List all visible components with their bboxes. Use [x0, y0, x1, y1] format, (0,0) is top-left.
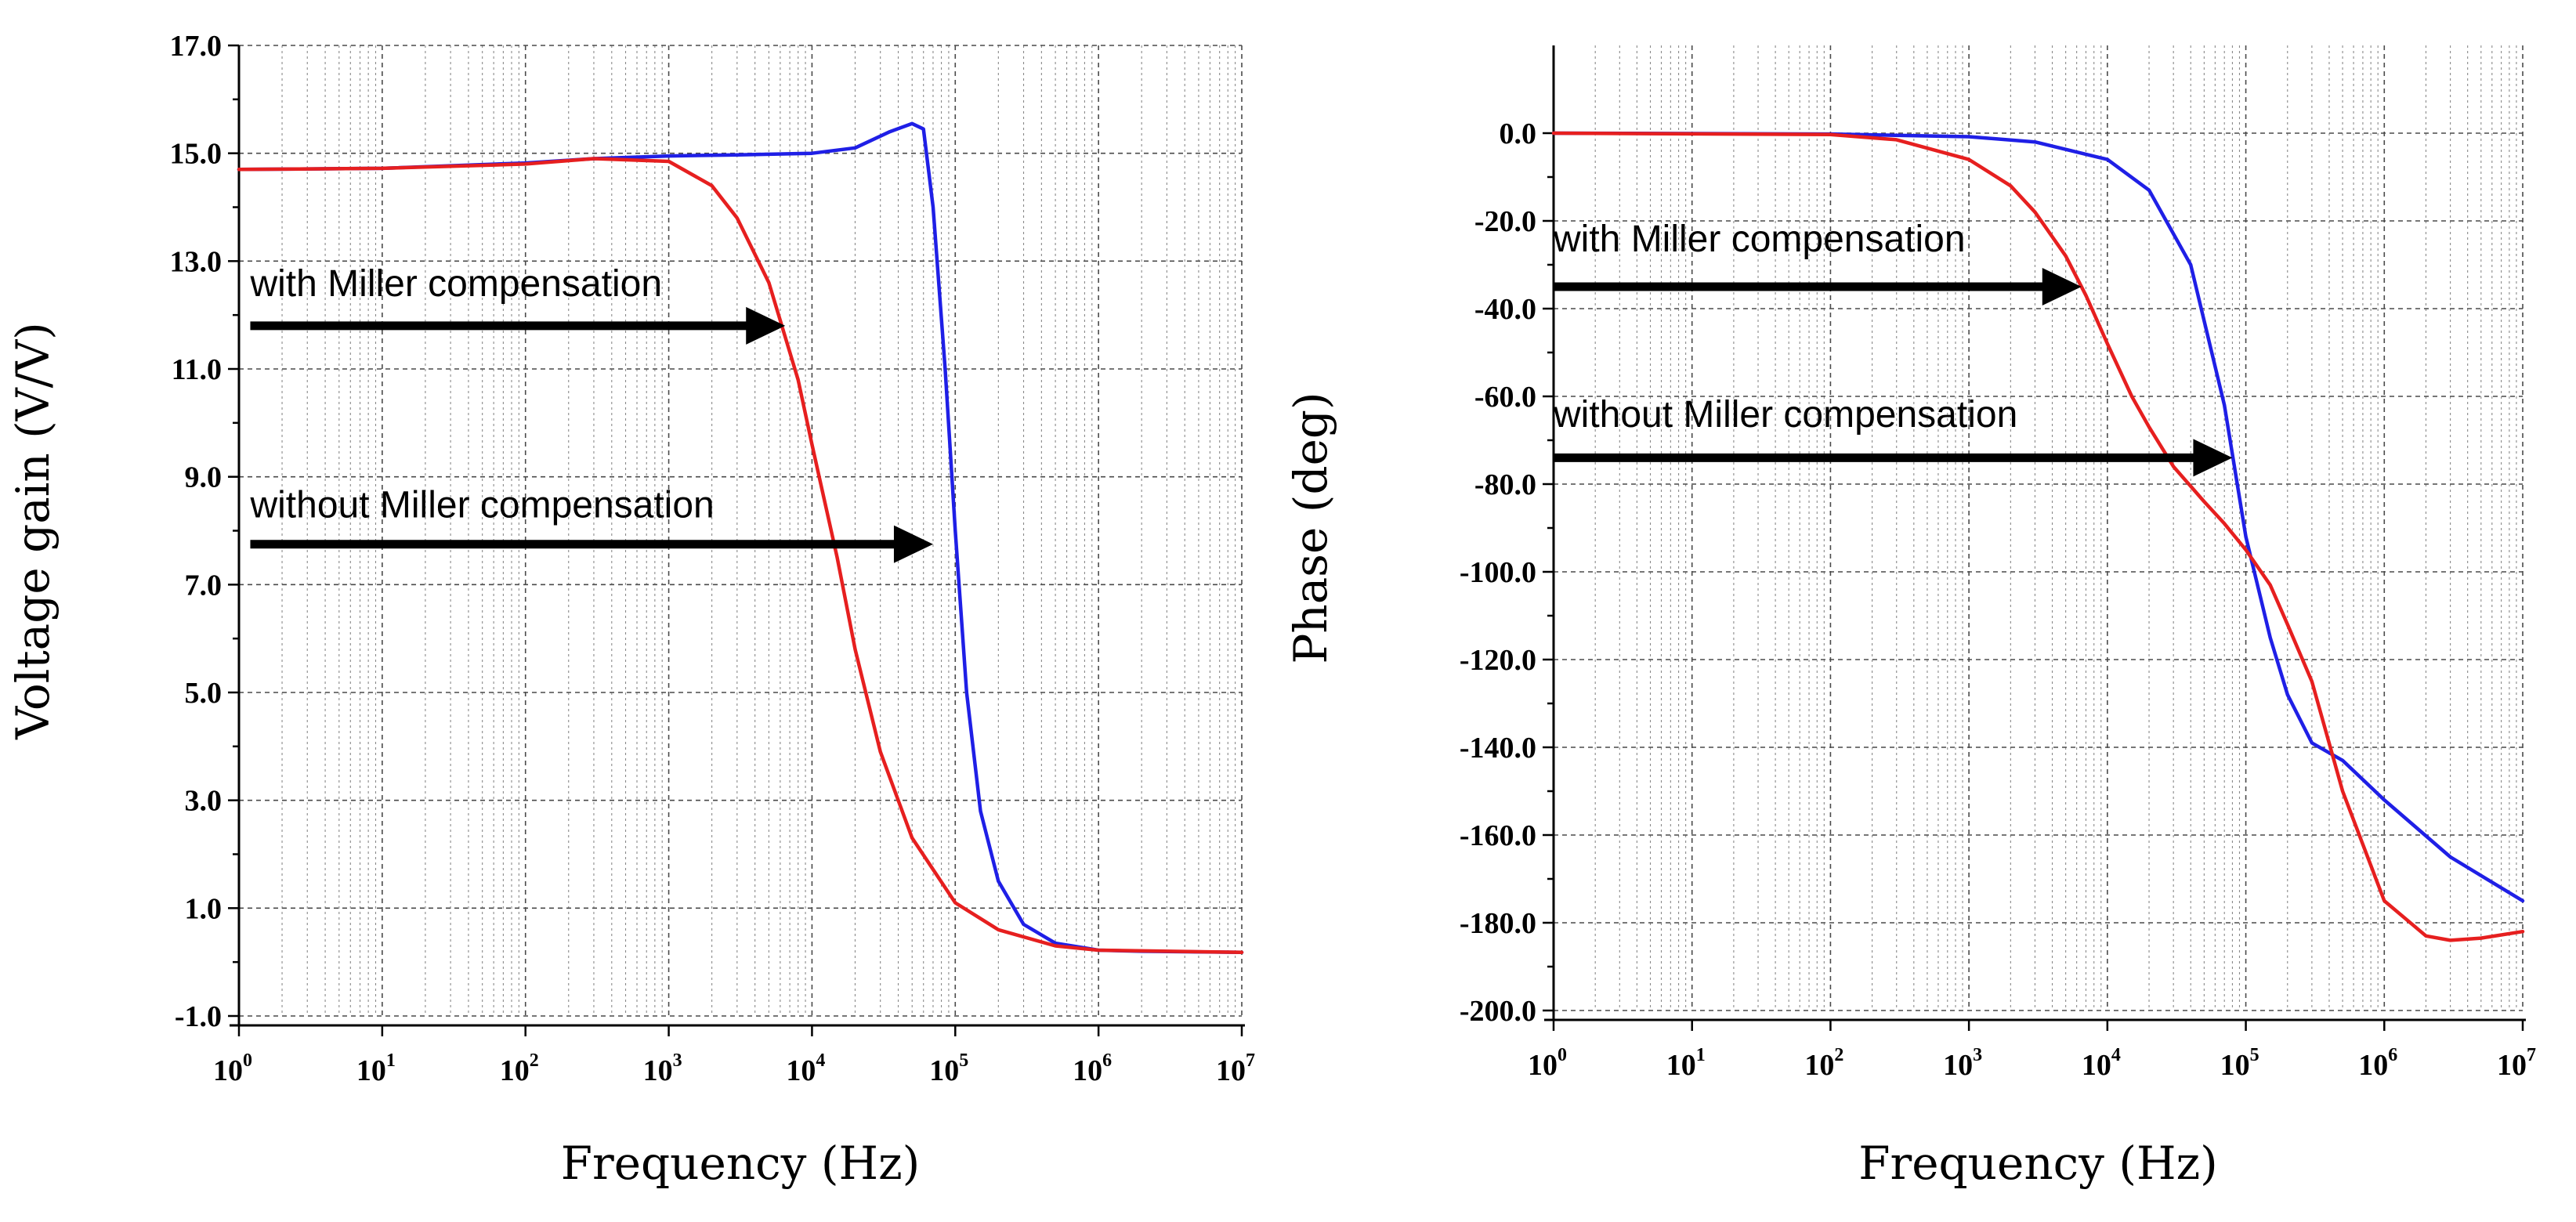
x-tick-label: 100	[213, 1050, 252, 1087]
x-tick-label: 100	[1528, 1045, 1567, 1082]
annotation-label: with Miller compensation	[249, 263, 662, 305]
x-tick-label: 106	[1073, 1050, 1112, 1087]
y-tick-label: 5.0	[185, 677, 223, 710]
y-tick-label: -60.0	[1474, 381, 1536, 414]
y-tick-label: -160.0	[1460, 819, 1536, 852]
x-tick-label: 107	[1216, 1050, 1255, 1087]
y-tick-label: 17.0	[170, 30, 223, 63]
y-tick-label: 9.0	[185, 461, 223, 494]
x-axis-label: Frequency (Hz)	[1858, 1137, 2218, 1190]
x-axis-label: Frequency (Hz)	[561, 1137, 921, 1190]
grid	[1553, 45, 2524, 1011]
annotation-label: with Miller compensation	[1553, 219, 1966, 260]
y-tick-label: -100.0	[1460, 556, 1536, 589]
y-tick-label: 3.0	[185, 785, 223, 818]
y-tick-label: -120.0	[1460, 644, 1536, 677]
x-tick-label: 102	[1804, 1045, 1843, 1082]
y-axis-label: Voltage gain (V/V)	[6, 322, 60, 739]
series-line-without-miller	[1551, 131, 2525, 903]
y-tick-label: -1.0	[175, 1000, 222, 1033]
x-tick-label: 104	[2082, 1045, 2121, 1082]
x-tick-label: 107	[2497, 1045, 2536, 1082]
y-tick-label: 11.0	[172, 353, 222, 386]
annotation-arrow-head	[746, 306, 786, 345]
y-tick-label: -180.0	[1460, 907, 1536, 940]
x-tick-label: 101	[356, 1050, 396, 1087]
annotation-label: without Miller compensation	[1553, 394, 2017, 436]
x-tick-label: 102	[500, 1050, 539, 1087]
x-tick-label: 105	[2220, 1045, 2259, 1082]
x-tick-label: 103	[1943, 1045, 1982, 1082]
y-tick-label: 0.0	[1500, 118, 1537, 150]
y-tick-label: -140.0	[1460, 732, 1536, 765]
x-tick-label: 106	[2358, 1045, 2397, 1082]
y-tick-label: -40.0	[1474, 293, 1536, 326]
x-tick-label: 105	[929, 1050, 968, 1087]
grid	[238, 45, 1243, 1017]
y-tick-label: 7.0	[185, 569, 223, 602]
annotation-arrow-head	[2193, 439, 2233, 477]
y-tick-label: 15.0	[170, 138, 223, 171]
y-tick-label: 1.0	[185, 892, 223, 925]
y-tick-label: 13.0	[170, 245, 223, 278]
y-axis-label: Phase (deg)	[1284, 392, 1337, 663]
x-tick-label: 103	[643, 1050, 682, 1087]
x-tick-label: 101	[1666, 1045, 1706, 1082]
y-tick-label: -200.0	[1460, 995, 1536, 1028]
annotation-label: without Miller compensation	[249, 484, 714, 526]
y-tick-label: -80.0	[1474, 468, 1536, 501]
y-tick-label: -20.0	[1474, 205, 1536, 238]
series-line-with-miller	[237, 157, 1244, 955]
series-line-with-miller	[1551, 131, 2525, 942]
phase-chart: -200.0 -180.0 -160.0 -140.0 -120.0 -100.0 -80.…	[1284, 45, 2536, 1190]
series-line-without-miller	[237, 121, 1244, 955]
gain-chart: -1.0 1.0 3.0 5.0 7.0 9.0 11.0 13.0 15.0 17.0 100 10…	[6, 30, 1255, 1190]
x-tick-label: 104	[786, 1050, 825, 1087]
annotation-arrow-head	[893, 525, 933, 563]
annotation-arrow-head	[2042, 268, 2082, 306]
